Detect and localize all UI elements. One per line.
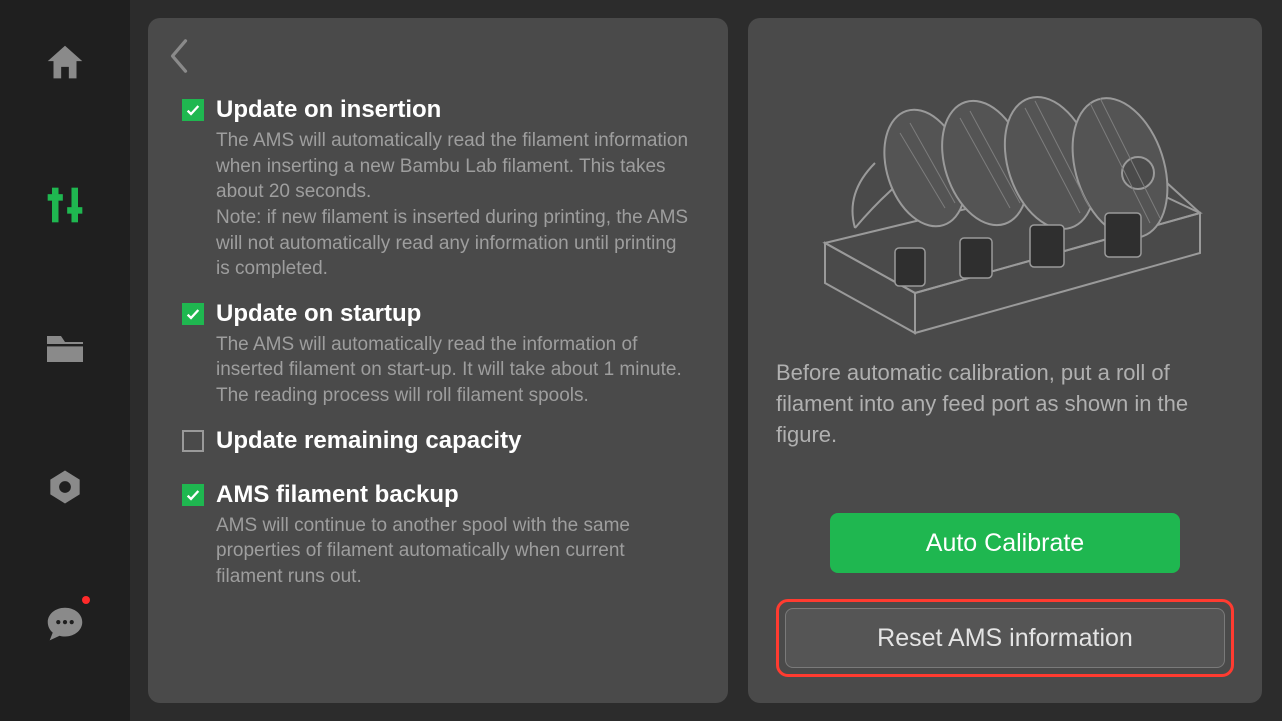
setting-description: The AMS will automatically read the info… [216,332,694,409]
setting-update-on-insertion: Update on insertion The AMS will automat… [182,96,694,282]
checkbox-icon [182,430,204,452]
home-icon [42,40,88,86]
setting-title: AMS filament backup [216,481,459,509]
setting-title: Update remaining capacity [216,427,521,455]
setting-description: The AMS will automatically read the fila… [216,128,694,282]
calibration-panel: Before automatic calibration, put a roll… [748,18,1262,703]
sliders-icon [39,179,91,231]
setting-toggle[interactable]: Update on insertion [182,96,694,124]
calibration-instruction: Before automatic calibration, put a roll… [776,358,1234,450]
setting-toggle[interactable]: Update on startup [182,300,694,328]
sidebar [0,0,130,721]
setting-ams-filament-backup: AMS filament backup AMS will continue to… [182,481,694,590]
nav-home[interactable] [42,40,88,91]
nav-folder[interactable] [41,324,89,377]
setting-description: AMS will continue to another spool with … [216,513,694,590]
settings-list: Update on insertion The AMS will automat… [182,96,694,590]
hexagon-icon [43,465,87,509]
back-button[interactable] [166,36,192,81]
auto-calibrate-button[interactable]: Auto Calibrate [830,513,1180,573]
checkbox-icon [182,99,204,121]
setting-toggle[interactable]: AMS filament backup [182,481,694,509]
checkbox-icon [182,484,204,506]
reset-highlight-frame: Reset AMS information [776,599,1234,677]
content-area: Update on insertion The AMS will automat… [130,0,1282,721]
ams-device-icon [785,53,1225,343]
setting-title: Update on insertion [216,96,441,124]
setting-update-remaining-capacity: Update remaining capacity [182,427,694,455]
setting-toggle[interactable]: Update remaining capacity [182,427,694,455]
setting-title: Update on startup [216,300,421,328]
settings-panel: Update on insertion The AMS will automat… [148,18,728,703]
nav-settings[interactable] [43,465,87,514]
notification-dot-icon [82,596,90,604]
setting-update-on-startup: Update on startup The AMS will automatic… [182,300,694,409]
folder-icon [41,324,89,372]
nav-sliders[interactable] [39,179,91,236]
nav-chat[interactable] [42,602,88,653]
chevron-left-icon [166,36,192,76]
reset-ams-button[interactable]: Reset AMS information [785,608,1225,668]
ams-illustration [776,48,1234,348]
checkbox-icon [182,303,204,325]
chat-icon [42,602,88,648]
